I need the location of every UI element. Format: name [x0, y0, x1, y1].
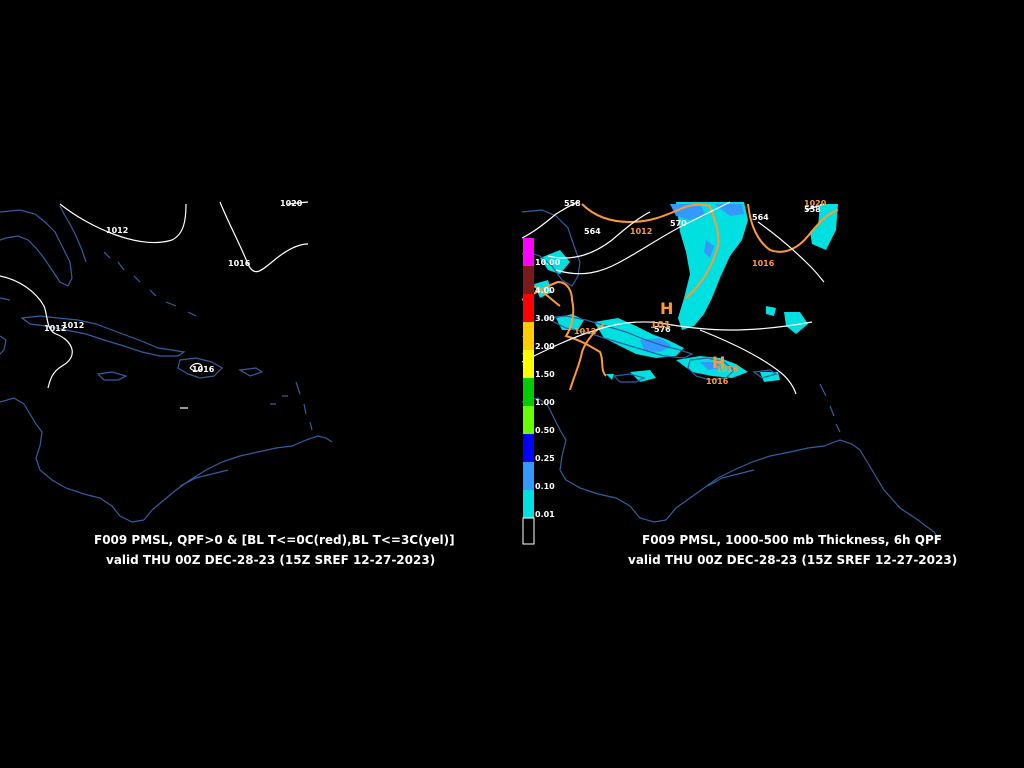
legend-label: 0.25 [535, 454, 555, 463]
right-caption-line1: F009 PMSL, 1000-500 mb Thickness, 6h QPF [642, 533, 942, 547]
legend-swatch [523, 378, 534, 406]
high-pressure-symbol: H [712, 353, 725, 372]
legend-label: 3.00 [535, 314, 555, 323]
legend-label: 0.50 [535, 426, 555, 435]
thickness-label: 564 [584, 227, 601, 236]
isobar-label: 1012 [574, 327, 596, 336]
thickness-labels: 558 564 570 564 558 576 [564, 199, 821, 334]
legend-label: 1.00 [535, 398, 555, 407]
legend-swatch [523, 434, 534, 462]
isobar-label: 1016 [192, 365, 215, 374]
isobar-label: 1012 [106, 226, 128, 235]
legend-swatch [523, 322, 534, 350]
isobar-label: 1020 [804, 199, 827, 208]
legend-label: 0.01 [535, 510, 555, 519]
thickness-label: 558 [564, 199, 581, 208]
thickness-label: 564 [752, 213, 769, 222]
thickness-label: 570 [670, 219, 687, 228]
left-caption-line2: valid THU 00Z DEC-28-23 (15Z SREF 12-27-… [106, 553, 436, 567]
left-isobar-labels: 1020 1012 1016 1012 1012 1016 [44, 199, 303, 374]
isobar-label: 1016 [228, 259, 251, 268]
right-coastlines [521, 209, 941, 541]
legend-label: 1.50 [535, 370, 555, 379]
legend-swatch [523, 490, 534, 518]
legend-label: 10.00 [535, 258, 561, 267]
legend-swatch [523, 238, 534, 266]
right-isobars [521, 201, 825, 395]
isobar-label: 1012 [630, 227, 652, 236]
isobar-label: 1016 [716, 365, 739, 374]
legend-empty-box [522, 517, 535, 545]
high-pressure-symbols: H H [660, 299, 725, 372]
left-caption-line1: F009 PMSL, QPF>0 & [BL T<=0C(red),BL T<=… [94, 533, 455, 547]
high-pressure-symbol: H [660, 299, 673, 318]
right-caption-line2: valid THU 00Z DEC-28-23 (15Z SREF 12-27-… [628, 553, 958, 567]
isobar-label: 1016 [752, 259, 775, 268]
legend-swatch [523, 462, 534, 490]
isobar-label: 1020 [280, 199, 303, 208]
isobar-label: 1012 [44, 324, 66, 333]
legend-label: 0.10 [535, 482, 555, 491]
legend-label: 2.00 [535, 342, 555, 351]
thickness-label: 558 [804, 205, 821, 214]
isobar-label: 1012 [62, 321, 84, 330]
high-pressure-value: 101 [650, 320, 671, 331]
legend-swatch [523, 406, 534, 434]
legend-label: 4.00 [535, 286, 555, 295]
isobar-label: 1016 [706, 377, 729, 386]
left-isobars [0, 201, 309, 409]
thickness-label: 576 [654, 325, 671, 334]
left-coastlines [0, 205, 333, 523]
legend-swatch [523, 266, 534, 294]
legend-swatch [523, 294, 534, 322]
right-isobar-labels: 1012 1016 1020 1012 1016 1016 [574, 199, 827, 386]
legend-swatch [523, 350, 534, 378]
